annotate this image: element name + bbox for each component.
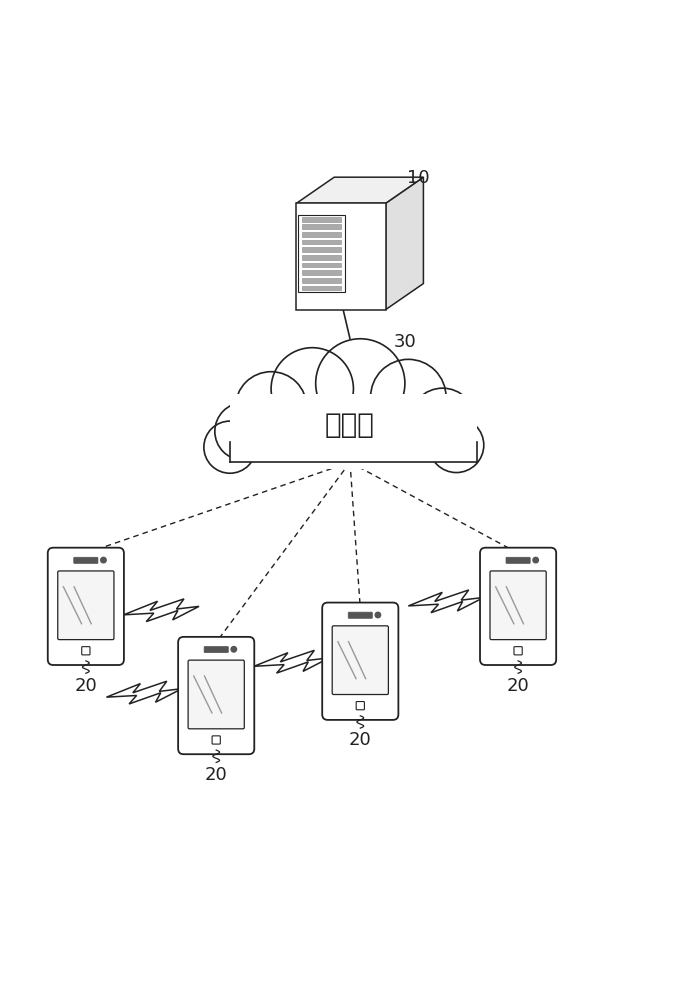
Polygon shape <box>213 421 487 469</box>
Circle shape <box>429 418 484 473</box>
Polygon shape <box>230 394 477 462</box>
FancyBboxPatch shape <box>348 612 372 618</box>
Text: 20: 20 <box>205 766 228 784</box>
Circle shape <box>316 339 405 428</box>
Polygon shape <box>302 224 341 229</box>
FancyBboxPatch shape <box>178 637 254 754</box>
Text: 10: 10 <box>407 169 430 187</box>
Polygon shape <box>302 217 341 222</box>
Circle shape <box>235 372 307 443</box>
Polygon shape <box>106 681 182 704</box>
FancyBboxPatch shape <box>490 571 546 640</box>
Circle shape <box>231 647 237 652</box>
Circle shape <box>101 557 106 563</box>
Polygon shape <box>302 270 341 275</box>
Circle shape <box>215 403 272 460</box>
Polygon shape <box>302 263 341 267</box>
Polygon shape <box>297 177 424 203</box>
FancyBboxPatch shape <box>480 548 556 665</box>
Text: 20: 20 <box>507 677 529 695</box>
FancyBboxPatch shape <box>188 660 244 729</box>
Polygon shape <box>386 177 424 310</box>
Circle shape <box>271 348 354 430</box>
Polygon shape <box>302 232 341 237</box>
Polygon shape <box>124 599 199 622</box>
FancyBboxPatch shape <box>204 646 228 653</box>
Circle shape <box>410 388 475 454</box>
Polygon shape <box>302 247 341 252</box>
Polygon shape <box>408 590 484 613</box>
Polygon shape <box>254 650 330 673</box>
Polygon shape <box>302 255 341 260</box>
FancyBboxPatch shape <box>74 557 98 563</box>
Circle shape <box>204 421 256 473</box>
FancyBboxPatch shape <box>58 571 114 640</box>
Polygon shape <box>297 203 386 310</box>
Polygon shape <box>302 286 341 290</box>
Polygon shape <box>302 240 341 244</box>
Text: 20: 20 <box>74 677 97 695</box>
Text: 因特网: 因特网 <box>325 411 375 439</box>
Text: 20: 20 <box>349 731 372 749</box>
Polygon shape <box>298 215 344 292</box>
FancyBboxPatch shape <box>322 603 398 720</box>
FancyBboxPatch shape <box>506 557 530 563</box>
FancyBboxPatch shape <box>48 548 124 665</box>
Circle shape <box>533 557 538 563</box>
Polygon shape <box>302 278 341 283</box>
Circle shape <box>375 612 381 618</box>
FancyBboxPatch shape <box>332 626 389 695</box>
Text: 30: 30 <box>393 333 416 351</box>
Circle shape <box>370 359 446 435</box>
